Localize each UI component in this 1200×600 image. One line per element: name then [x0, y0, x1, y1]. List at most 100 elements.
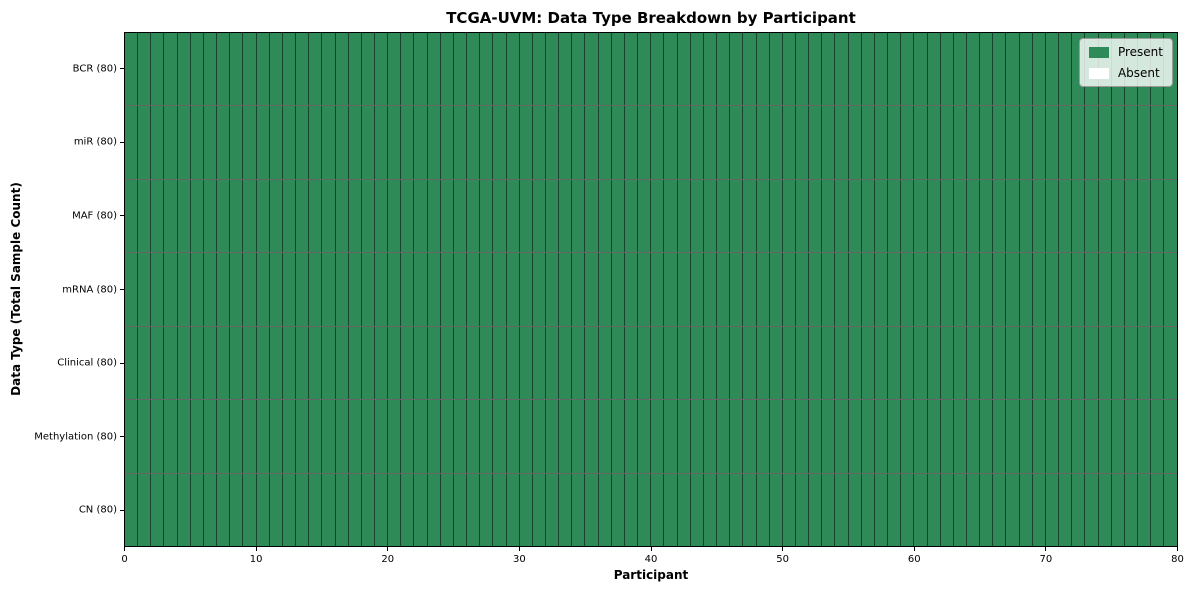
heatmap-cell [809, 253, 823, 326]
heatmap-cell [414, 179, 428, 253]
heatmap-cell [256, 179, 270, 253]
heatmap-cell [861, 33, 875, 106]
heatmap-cell [809, 326, 823, 400]
heatmap-cell [730, 473, 744, 546]
heatmap-cell [480, 400, 494, 473]
y-tick-mark [120, 289, 124, 290]
heatmap-cell [230, 179, 244, 253]
heatmap-cell [190, 253, 204, 326]
heatmap-cell [519, 179, 533, 253]
heatmap-cell [401, 179, 415, 253]
heatmap-cell [1019, 326, 1033, 400]
heatmap-cell [203, 326, 218, 400]
heatmap-cell [980, 106, 994, 179]
heatmap-cell [624, 33, 639, 106]
heatmap-cell [203, 473, 218, 546]
heatmap-cell [782, 400, 796, 473]
heatmap-cell [1164, 106, 1177, 179]
heatmap-cell [190, 106, 204, 179]
heatmap-cell [822, 326, 836, 400]
heatmap-cell [927, 33, 941, 106]
heatmap-cell [914, 326, 928, 400]
heatmap-cell [480, 326, 494, 400]
heatmap-cell [795, 253, 810, 326]
heatmap-cell [874, 326, 889, 400]
heatmap-cell [335, 106, 349, 179]
heatmap-cell [519, 473, 533, 546]
heatmap-cell [1045, 106, 1060, 179]
x-tick-mark [255, 547, 257, 551]
heatmap-cell [138, 33, 152, 106]
heatmap-cell [440, 400, 454, 473]
heatmap-cell [374, 326, 389, 400]
heatmap-cell [1124, 179, 1139, 253]
heatmap-cell [1098, 179, 1112, 253]
heatmap-cell [769, 253, 783, 326]
heatmap-cell [1032, 179, 1046, 253]
heatmap-cell [309, 473, 323, 546]
heatmap-cell [269, 33, 283, 106]
heatmap-cell [1098, 253, 1112, 326]
heatmap-cell [782, 33, 796, 106]
heatmap-cell [1164, 179, 1177, 253]
heatmap-cell [322, 473, 336, 546]
heatmap-cell [256, 33, 270, 106]
heatmap-cell [730, 179, 744, 253]
heatmap-cell [624, 326, 639, 400]
heatmap-cell [690, 106, 704, 179]
heatmap-cell [217, 326, 231, 400]
heatmap-cell [361, 400, 375, 473]
heatmap-cell [1151, 326, 1165, 400]
heatmap-cell [980, 473, 994, 546]
heatmap-cell [638, 106, 652, 179]
heatmap-cell [717, 106, 731, 179]
heatmap-cell [651, 326, 665, 400]
heatmap-cell [585, 33, 599, 106]
heatmap-cell [256, 326, 270, 400]
heatmap-cell [427, 473, 441, 546]
heatmap-cell [348, 400, 362, 473]
heatmap-cell [1045, 326, 1060, 400]
heatmap-cell [611, 106, 625, 179]
heatmap-cell [677, 400, 691, 473]
heatmap-cell [440, 253, 454, 326]
heatmap-cell [282, 473, 297, 546]
heatmap-cell [322, 253, 336, 326]
heatmap-cell [309, 326, 323, 400]
heatmap-cell [1019, 253, 1033, 326]
heatmap-cell [453, 33, 468, 106]
heatmap-cell [861, 400, 875, 473]
heatmap-cell [401, 326, 415, 400]
y-tick-mark [120, 215, 124, 217]
heatmap-cell [269, 473, 283, 546]
heatmap-cell [782, 179, 796, 253]
heatmap-cell [624, 179, 639, 253]
heatmap-cell [217, 33, 231, 106]
heatmap-cell [743, 253, 757, 326]
heatmap-cell [901, 400, 915, 473]
heatmap-cell [388, 179, 402, 253]
heatmap-cell [230, 33, 244, 106]
heatmap-cell [348, 253, 362, 326]
heatmap-cell [559, 33, 573, 106]
heatmap-cell [967, 253, 981, 326]
heatmap-cell [309, 106, 323, 179]
heatmap-cell [861, 253, 875, 326]
heatmap-cell [809, 33, 823, 106]
heatmap-cell [717, 326, 731, 400]
heatmap-cell [1085, 253, 1099, 326]
heatmap-cell [756, 473, 770, 546]
x-tick-label: 40 [644, 554, 658, 565]
heatmap-cell [624, 473, 639, 546]
heatmap-cell [1111, 326, 1125, 400]
heatmap-cell [1138, 179, 1152, 253]
heatmap-cell [388, 106, 402, 179]
heatmap-cell [914, 106, 928, 179]
heatmap-cell [440, 179, 454, 253]
heatmap-cell [993, 33, 1007, 106]
heatmap-cell [177, 253, 191, 326]
heatmap-cell [374, 253, 389, 326]
heatmap-cell [1045, 179, 1060, 253]
heatmap-cell [138, 179, 152, 253]
x-tick-mark [913, 547, 915, 551]
